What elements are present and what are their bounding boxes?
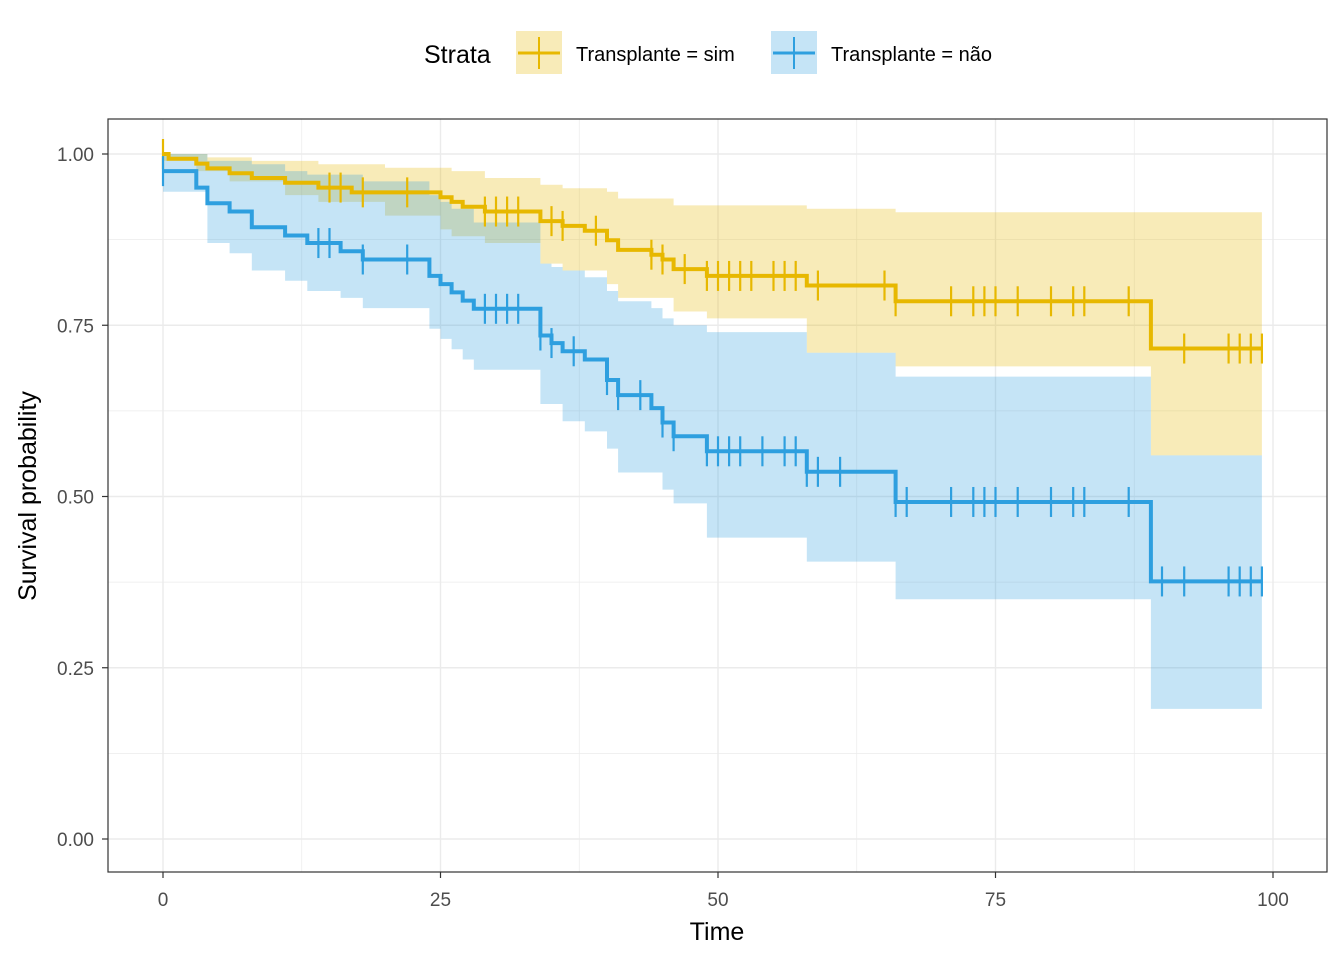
legend: Strata Transplante = sim Transplante = n… bbox=[424, 31, 992, 74]
x-tick-label: 50 bbox=[707, 890, 728, 911]
legend-item-transplante-sim: Transplante = sim bbox=[516, 31, 735, 74]
x-tick-label: 25 bbox=[430, 890, 451, 911]
x-tick-label: 0 bbox=[158, 890, 169, 911]
y-axis-title: Survival probability bbox=[14, 391, 42, 601]
legend-item-transplante-nao: Transplante = não bbox=[771, 31, 992, 74]
y-tick-label: 0.50 bbox=[57, 488, 94, 509]
confidence-bands bbox=[163, 154, 1262, 709]
legend-title: Strata bbox=[424, 41, 491, 69]
x-axis-title: Time bbox=[690, 918, 745, 946]
y-tick-label: 0.25 bbox=[57, 659, 94, 680]
legend-label-transplante-nao: Transplante = não bbox=[831, 44, 992, 66]
grid bbox=[108, 119, 1327, 872]
y-tick-label: 0.75 bbox=[57, 316, 94, 337]
censor-marks bbox=[161, 139, 1264, 597]
y-tick-label: 0.00 bbox=[57, 830, 94, 851]
x-tick-label: 100 bbox=[1257, 890, 1289, 911]
legend-label-transplante-sim: Transplante = sim bbox=[576, 44, 735, 66]
confidence-band-transplante-nao bbox=[163, 154, 1262, 709]
x-axis: 0 25 50 75 100 bbox=[158, 872, 1289, 911]
y-tick-label: 1.00 bbox=[57, 145, 94, 166]
y-axis: 0.00 0.25 0.50 0.75 1.00 bbox=[57, 145, 108, 851]
x-tick-label: 75 bbox=[985, 890, 1006, 911]
confidence-band-transplante-sim bbox=[163, 154, 1262, 456]
